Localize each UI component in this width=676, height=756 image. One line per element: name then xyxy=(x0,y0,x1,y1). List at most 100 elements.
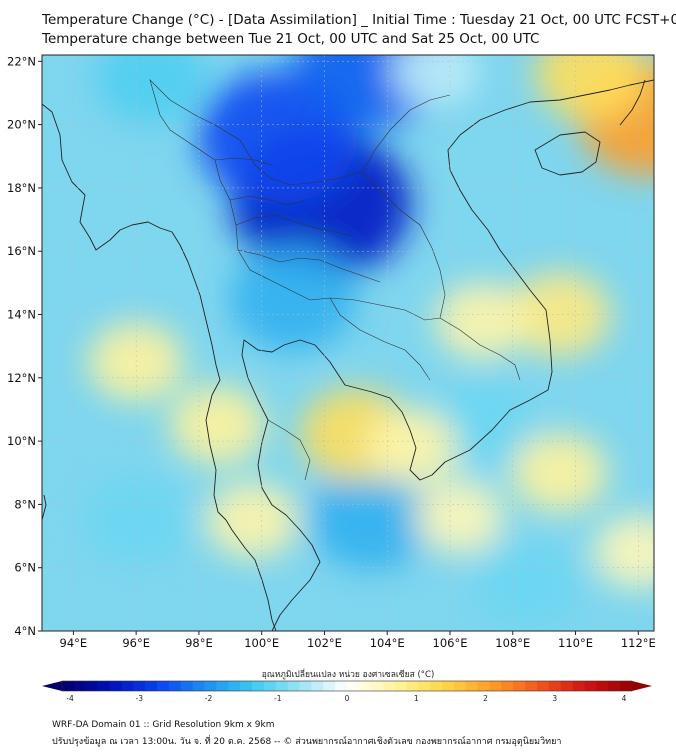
west-malay-coast xyxy=(225,519,277,631)
leizhou-coast xyxy=(619,79,646,126)
colorbar-segment xyxy=(465,681,479,691)
colorbar-tick-label: 3 xyxy=(552,694,557,703)
province-lines-1 xyxy=(237,249,381,283)
footer-credit: ปรับปรุงข้อมูล ณ เวลา 13:00น. วัน จ. ที่… xyxy=(52,737,562,747)
field-anomaly-21 xyxy=(593,514,654,589)
field-anomaly-17 xyxy=(366,409,459,486)
colorbar-segment xyxy=(347,681,360,691)
field-anomaly-19 xyxy=(512,432,608,513)
lon-tick-label: 110°E xyxy=(558,636,593,650)
lat-tick-label: 8°N xyxy=(14,497,36,511)
sumatra-coast xyxy=(42,494,47,521)
colorbar-segment xyxy=(596,681,609,691)
colorbar-tick-label: 0 xyxy=(345,694,350,703)
lon-tick-label: 96°E xyxy=(122,636,150,650)
lon-tick-label: 98°E xyxy=(185,636,213,650)
colorbar-max-arrow xyxy=(632,681,652,691)
east-coast xyxy=(241,79,654,631)
colorbar-frame xyxy=(61,680,633,692)
colorbar-tick-label: 1 xyxy=(414,694,419,703)
colorbar-segment xyxy=(133,681,146,691)
field-anomaly-20 xyxy=(415,480,504,555)
colorbar-tick-label: 4 xyxy=(622,694,627,703)
lat-tick-label: 16°N xyxy=(7,244,36,258)
colorbar-segment xyxy=(62,681,75,691)
colorbar-segment xyxy=(442,681,455,691)
lat-tick-label: 20°N xyxy=(7,118,36,132)
colorbar-segment xyxy=(608,681,621,691)
lat-tick-label: 10°N xyxy=(7,434,36,448)
map-title: Temperature Change (°C) - [Data Assimila… xyxy=(42,12,676,28)
field-anomaly-15 xyxy=(435,282,528,360)
temperature-field xyxy=(83,55,654,628)
colorbar-segment xyxy=(323,681,336,691)
coastlines xyxy=(42,79,654,631)
myanmar-coast xyxy=(42,103,227,521)
colorbar-segment xyxy=(287,681,300,691)
colorbar-segment xyxy=(73,681,87,691)
colorbar-segment xyxy=(157,681,170,691)
colorbar-segment xyxy=(252,681,265,691)
colorbar-segment xyxy=(358,681,372,691)
field-anomaly-14 xyxy=(508,271,611,358)
colorbar-min-arrow xyxy=(42,681,62,691)
province-lines-2 xyxy=(235,214,353,237)
hainan-island xyxy=(534,131,601,176)
colorbar-segment xyxy=(97,681,110,691)
colorbar-segment xyxy=(109,681,122,691)
colorbar-tick-label: -1 xyxy=(274,694,282,703)
colorbar-segment xyxy=(180,681,194,691)
thailand-laos-border xyxy=(149,78,446,321)
colorbar-segment xyxy=(501,681,514,691)
colorbar-segment xyxy=(513,681,526,691)
south-thai-border xyxy=(267,419,311,481)
lat-tick-label: 12°N xyxy=(7,371,36,385)
colorbar-segment xyxy=(145,681,158,691)
admin-borders xyxy=(149,78,521,481)
lon-tick-label: 108°E xyxy=(495,636,530,650)
axis-ticks: 94°E 96°E 98°E 100°E 102°E 104°E 106°E 108°E 110… xyxy=(7,54,656,650)
colorbar-segment xyxy=(572,681,585,691)
colorbar-segment xyxy=(216,681,229,691)
colorbar-segment xyxy=(560,681,574,691)
lon-tick-label: 112°E xyxy=(621,636,656,650)
colorbar-segment xyxy=(275,681,289,691)
lon-tick-label: 100°E xyxy=(244,636,279,650)
field-anomaly-16 xyxy=(169,385,266,466)
colorbar-segment xyxy=(477,681,490,691)
colorbar-segment xyxy=(192,681,205,691)
colorbar-segment xyxy=(418,681,431,691)
colorbar-segment xyxy=(204,681,217,691)
plot-frame xyxy=(41,54,655,632)
colorbar: อุณหภูมิเปลี่ยนแปลง หน่วย องศาเซลเซียส (… xyxy=(42,668,652,703)
colorbar-segment xyxy=(430,681,443,691)
lon-tick-label: 106°E xyxy=(433,636,468,650)
map-subtitle: Temperature change between Tue 21 Oct, 0… xyxy=(42,31,540,47)
colorbar-tick-label: 2 xyxy=(483,694,488,703)
cambodia-border xyxy=(329,297,431,381)
colorbar-segment xyxy=(537,681,550,691)
field-anomaly-11 xyxy=(535,55,648,121)
lat-tick-label: 22°N xyxy=(7,54,36,68)
lat-tick-label: 18°N xyxy=(7,181,36,195)
field-anomaly-4 xyxy=(230,246,356,352)
colorbar-segment xyxy=(370,681,384,691)
colorbar-segment xyxy=(299,681,312,691)
province-lines-3 xyxy=(229,195,306,206)
lat-tick-label: 4°N xyxy=(14,624,36,638)
lon-tick-label: 104°E xyxy=(370,636,405,650)
field-anomaly-6 xyxy=(308,464,435,570)
colorbar-segment xyxy=(240,681,253,691)
colorbar-segment xyxy=(228,681,241,691)
colorbar-segment xyxy=(382,681,395,691)
colorbar-segment xyxy=(263,681,277,691)
colorbar-segment xyxy=(620,681,633,691)
colorbar-tick-label: -2 xyxy=(205,694,213,703)
colorbar-segment xyxy=(584,681,597,691)
lat-tick-label: 6°N xyxy=(14,561,36,575)
lon-tick-label: 102°E xyxy=(307,636,342,650)
lon-tick-label: 94°E xyxy=(60,636,88,650)
colorbar-segment xyxy=(394,681,407,691)
laos-north-border xyxy=(361,94,451,173)
